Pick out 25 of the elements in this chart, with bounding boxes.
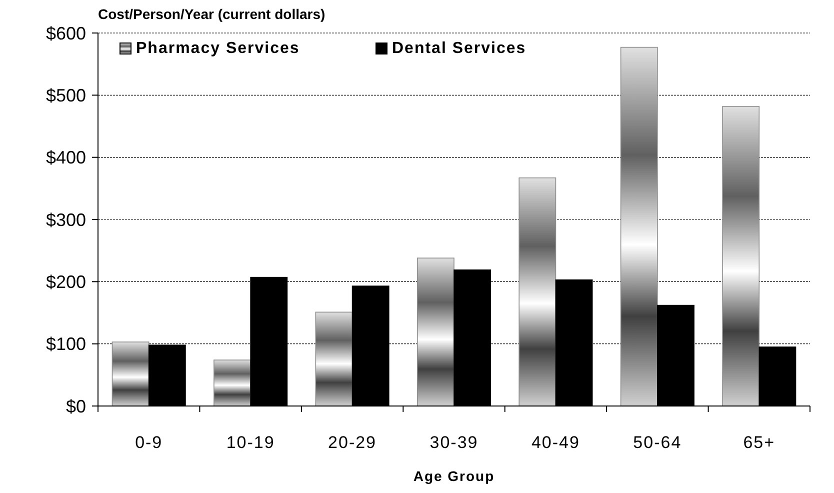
y-tick-label: $200 bbox=[46, 272, 86, 292]
x-axis-title: Age Group bbox=[413, 468, 495, 484]
chart-title: Cost/Person/Year (current dollars) bbox=[98, 6, 326, 22]
y-tick-label: $100 bbox=[46, 334, 86, 354]
x-tick-label: 40-49 bbox=[531, 433, 580, 452]
bar bbox=[112, 342, 150, 406]
legend-label: Dental Services bbox=[392, 40, 526, 57]
x-tick-label: 30-39 bbox=[430, 433, 478, 452]
legend-label: Pharmacy Services bbox=[136, 40, 300, 57]
bar bbox=[315, 312, 353, 406]
y-tick-label: $500 bbox=[46, 85, 86, 106]
bar bbox=[620, 46, 658, 406]
y-tick-label: $400 bbox=[46, 148, 86, 168]
y-tick-label: $300 bbox=[46, 210, 86, 230]
bar bbox=[416, 258, 454, 406]
y-tick-label: $0 bbox=[66, 396, 86, 416]
bar bbox=[722, 106, 760, 406]
bar bbox=[214, 360, 251, 406]
y-tick-label: $600 bbox=[46, 23, 86, 44]
bar bbox=[518, 177, 556, 406]
x-tick-label: 65+ bbox=[743, 433, 776, 452]
x-tick-label: 50-64 bbox=[633, 433, 682, 452]
x-tick-label: 0-9 bbox=[135, 433, 163, 452]
x-tick-label: 20-29 bbox=[328, 433, 377, 452]
x-tick-label: 10-19 bbox=[226, 433, 275, 452]
